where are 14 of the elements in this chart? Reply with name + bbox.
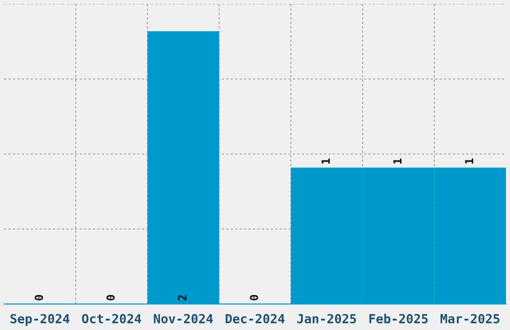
- x-tick-label: Jan-2025: [297, 314, 356, 324]
- data-label: 1: [393, 158, 402, 164]
- data-label: 1: [322, 158, 330, 164]
- data-label: 0: [106, 294, 115, 300]
- x-tick-label: Oct-2024: [82, 314, 142, 324]
- x-tick-label: Feb-2025: [369, 314, 428, 324]
- x-tick-label: Mar-2025: [440, 314, 500, 324]
- data-label: 0: [34, 294, 44, 300]
- x-tick-label: Sep-2024: [10, 314, 70, 326]
- x-tick-label: Nov-2024: [154, 314, 213, 324]
- data-label: 2: [178, 295, 186, 300]
- x-tick-label: Dec-2024: [226, 314, 285, 324]
- data-label: 1: [465, 158, 474, 164]
- data-label: 0: [250, 294, 258, 300]
